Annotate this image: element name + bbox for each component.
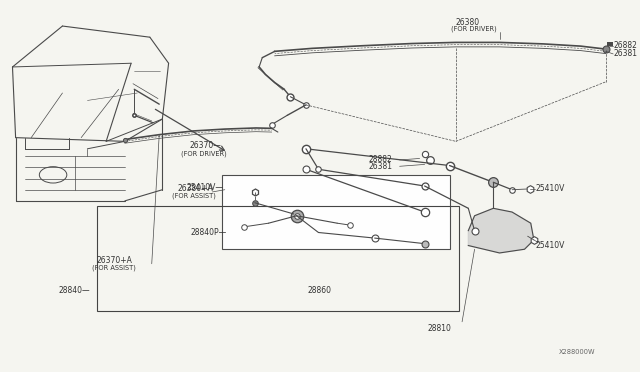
Text: 26381: 26381 xyxy=(614,49,638,58)
Bar xyxy=(221,175,449,249)
Text: (FOR DRIVER): (FOR DRIVER) xyxy=(451,26,497,32)
Text: 26381: 26381 xyxy=(369,162,392,171)
Text: 25410V—: 25410V— xyxy=(186,183,223,192)
Polygon shape xyxy=(468,208,534,253)
Text: 26882: 26882 xyxy=(614,41,637,50)
Text: 25410V: 25410V xyxy=(535,185,564,193)
Text: 26370+A: 26370+A xyxy=(97,256,132,265)
Text: 28882: 28882 xyxy=(369,155,392,164)
Text: X288000W: X288000W xyxy=(559,349,595,355)
Text: 26380+A: 26380+A xyxy=(178,184,214,193)
Text: 28860: 28860 xyxy=(307,286,332,295)
Text: 28810: 28810 xyxy=(428,324,452,333)
Text: (FOR DRIVER): (FOR DRIVER) xyxy=(181,150,227,157)
Text: 26380: 26380 xyxy=(456,18,480,27)
Text: 25410V: 25410V xyxy=(535,241,564,250)
Text: (FOR ASSIST): (FOR ASSIST) xyxy=(172,192,216,199)
Text: 26370—: 26370— xyxy=(190,141,221,150)
Text: 28840—: 28840— xyxy=(59,286,90,295)
Bar xyxy=(607,42,613,46)
Text: 28840P—: 28840P— xyxy=(191,228,227,237)
Bar xyxy=(97,206,459,311)
Text: (FOR ASSIST): (FOR ASSIST) xyxy=(92,264,136,271)
